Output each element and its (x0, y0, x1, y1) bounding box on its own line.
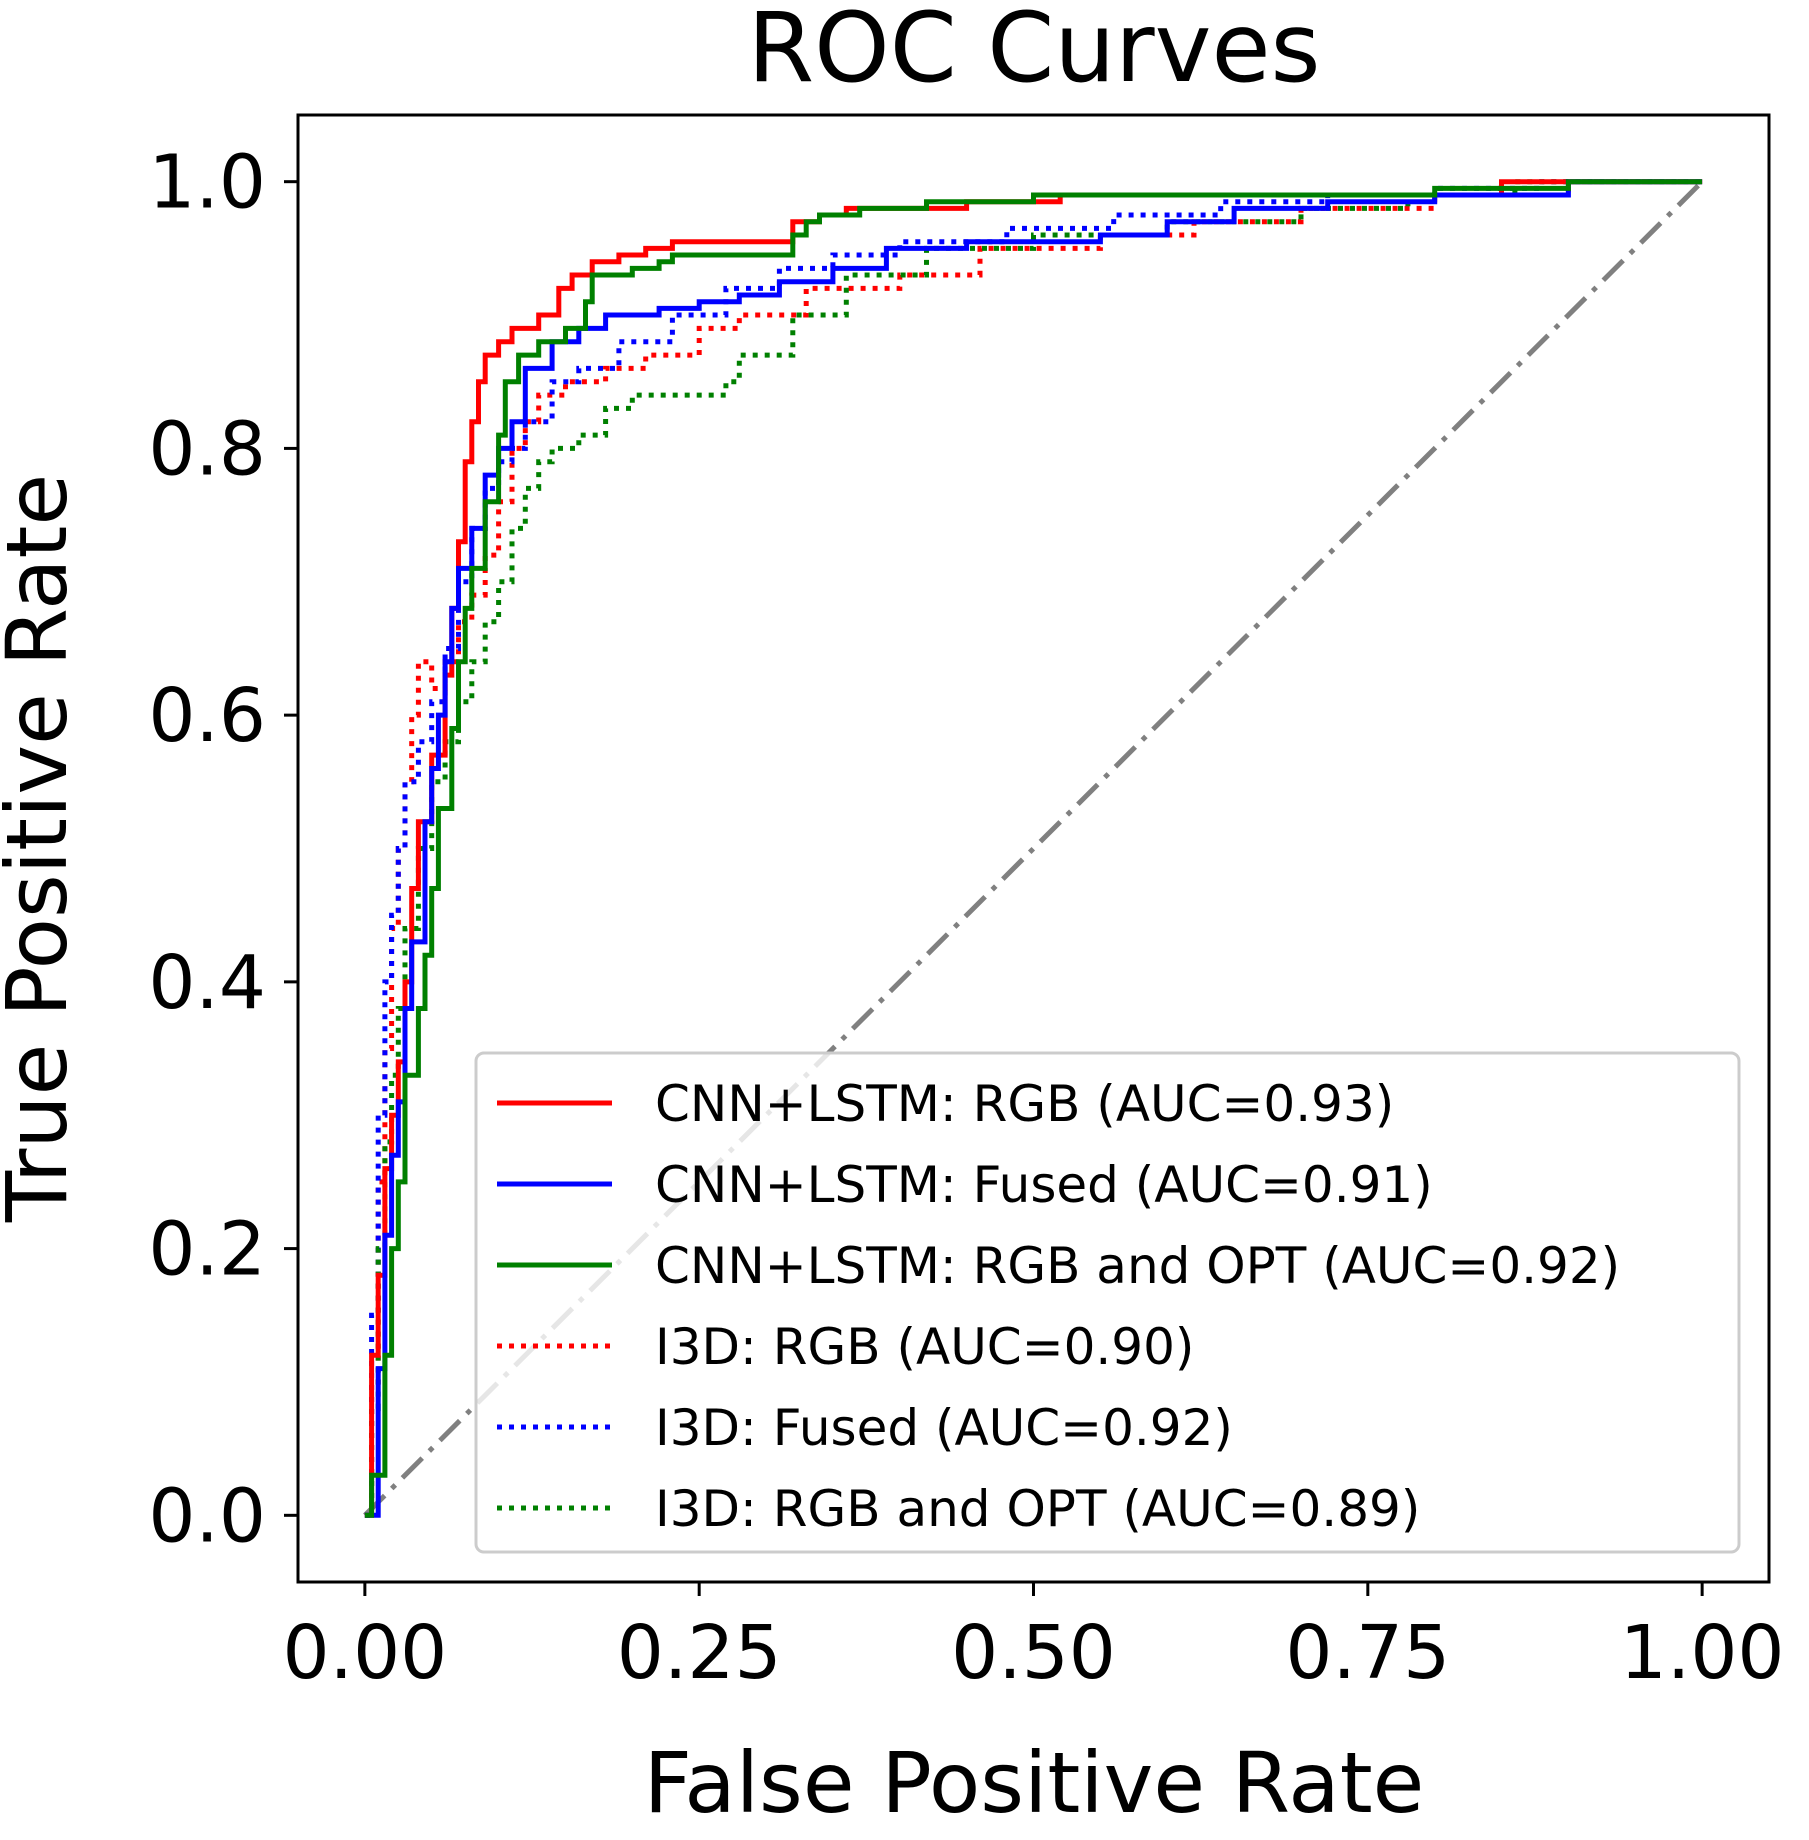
x-axis-ticks: 0.00 0.25 0.50 0.75 1.00 (282, 1582, 1785, 1696)
y-tick-label: 0.8 (148, 406, 266, 492)
roc-curve-5 (364, 179, 1703, 1518)
legend-label: CNN+LSTM: RGB (AUC=0.93) (655, 1075, 1394, 1133)
y-axis-ticks: 0.0 0.2 0.4 0.6 0.8 1.0 (148, 140, 298, 1559)
x-tick-label: 0.25 (617, 1610, 782, 1696)
y-axis-label: True Positive Rate (0, 474, 86, 1223)
legend-label: I3D: Fused (AUC=0.92) (655, 1399, 1233, 1457)
legend-label: CNN+LSTM: RGB and OPT (AUC=0.92) (655, 1237, 1620, 1295)
legend-label: CNN+LSTM: Fused (AUC=0.91) (655, 1156, 1433, 1214)
y-tick-label: 0.6 (148, 673, 266, 759)
x-tick-label: 1.00 (1620, 1610, 1785, 1696)
y-tick-label: 0.4 (148, 940, 266, 1026)
x-tick-label: 0.00 (282, 1610, 447, 1696)
legend: CNN+LSTM: RGB (AUC=0.93) CNN+LSTM: Fused … (474, 1051, 1741, 1554)
x-tick-label: 0.50 (951, 1610, 1116, 1696)
roc-curve-6 (364, 179, 1703, 1518)
y-tick-label: 0.2 (148, 1207, 266, 1293)
chart-title: ROC Curves (747, 0, 1320, 104)
y-tick-label: 1.0 (148, 140, 266, 226)
x-axis-label: False Positive Rate (644, 1734, 1425, 1832)
roc-curve-3 (364, 179, 1703, 1518)
roc-curve-2 (364, 179, 1703, 1518)
x-tick-label: 0.75 (1285, 1610, 1450, 1696)
y-tick-label: 0.0 (148, 1473, 266, 1559)
legend-box (474, 1051, 1741, 1554)
legend-label: I3D: RGB (AUC=0.90) (655, 1318, 1194, 1376)
legend-label: I3D: RGB and OPT (AUC=0.89) (655, 1480, 1420, 1538)
